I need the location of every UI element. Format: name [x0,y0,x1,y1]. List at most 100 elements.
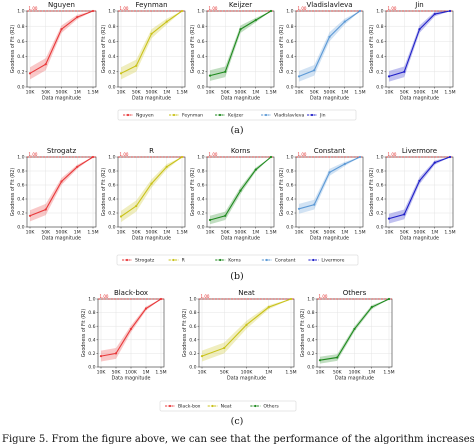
chart-strogatz: 1.00 0.0 0.2 0.4 0.6 0.8 1.0 10K 50K 500K 1M 1.5M St… [10,147,99,242]
legend-entry: Keijzer [228,113,243,119]
x-axis-label: Data magnitude [42,236,81,242]
data-point [318,359,322,362]
chart-title: Constant [314,147,346,155]
y-tick-label: 0.8 [197,169,204,175]
x-tick-label: 1.5M [354,230,365,236]
x-tick-label: 500K [56,230,69,236]
y-tick-label: 1.0 [88,297,95,303]
x-tick-label: 1.5M [354,90,365,96]
legend-box [159,400,297,412]
subfigure-label: (a) [230,125,243,136]
y-tick-label: 0.4 [197,197,204,203]
x-tick-label: 50K [400,90,410,96]
y-tick-label: 0.2 [286,69,293,75]
data-point [28,72,32,75]
x-tick-label: 1.5M [444,230,455,236]
legend-entry: Neat [221,404,232,410]
data-point [208,74,212,77]
data-point [448,155,452,159]
legend-marker [265,258,268,262]
data-point [224,70,227,73]
y-tick-label: 0.4 [286,54,293,60]
data-point [159,297,163,301]
x-tick-label: 1.5M [87,90,98,96]
chart-title: Others [343,289,367,297]
x-tick-label: 500K [414,90,427,96]
data-point [328,171,331,174]
y-tick-label: 1.0 [307,297,314,303]
reference-label: 1.00 [388,152,397,157]
reference-label: 1.00 [298,152,307,157]
x-tick-label: 10K [26,90,36,96]
y-tick-label: 0.8 [88,310,95,316]
x-tick-label: 1.5M [285,370,296,376]
x-tick-label: 1.5M [383,370,394,376]
y-tick-label: 0.8 [17,169,24,175]
x-tick-label: 1.5M [155,370,166,376]
reference-label: 1.00 [209,6,218,11]
confidence-band [202,299,291,362]
x-tick-label: 10K [206,230,216,236]
y-tick-label: 0.2 [286,211,293,217]
data-point [433,12,436,16]
legend-entry: Strogatz [135,258,155,264]
x-tick-label: 10K [117,90,127,96]
chart-feynman: 1.00 0.0 0.2 0.4 0.6 0.8 1.0 10K 50K 500K 1M 1.5M Fe… [101,1,188,102]
y-axis-label: Goodness of Fit (R2) [101,25,107,74]
data-point [289,297,293,301]
legend-marker [211,404,214,408]
y-tick-label: 1.0 [17,155,24,161]
y-tick-label: 0.4 [17,54,24,60]
y-axis-label: Goodness of Fit (R2) [10,168,16,217]
x-axis-label: Data magnitude [400,96,439,102]
x-axis-label: Data magnitude [227,376,266,382]
subfigure-label: (c) [231,416,244,427]
chart-title: Korns [231,147,251,155]
y-tick-label: 0.4 [307,337,314,343]
y-tick-label: 0.0 [108,85,115,91]
data-point [353,327,356,331]
x-tick-label: 50K [333,370,343,376]
y-tick-label: 0.4 [286,197,293,203]
y-tick-label: 0.8 [286,169,293,175]
legend-entry: Constant [275,258,296,264]
y-axis-label: Goodness of Fit (R2) [190,168,196,217]
x-tick-label: 50K [220,370,230,376]
y-tick-label: 0.8 [17,24,24,30]
data-point [343,162,346,166]
figure-caption: Figure 5. From the figure above, we can … [2,434,474,444]
data-point [44,63,47,66]
y-axis-label: Goodness of Fit (R2) [369,25,375,74]
data-point [99,355,103,358]
data-point [343,20,346,23]
x-tick-label: 50K [112,370,122,376]
y-axis-label: Goodness of Fit (R2) [182,309,188,358]
x-tick-label: 10K [117,230,127,236]
y-axis-label: Goodness of Fit (R2) [279,25,285,74]
y-tick-label: 0.8 [108,24,115,30]
legend-entry: Nguyen [136,113,154,119]
chart-title: Keijzer [229,1,252,9]
x-tick-label: 10K [295,230,305,236]
x-tick-label: 50K [41,230,51,236]
chart-livermore: 1.00 0.0 0.2 0.4 0.6 0.8 1.0 10K 50K 500K 1M 1.5M Li… [369,147,456,242]
y-tick-label: 0.0 [376,85,383,91]
y-axis-label: Goodness of Fit (R2) [81,309,87,358]
chart-constant: 1.00 0.0 0.2 0.4 0.6 0.8 1.0 10K 50K 500K 1M 1.5M Co… [279,147,366,242]
legend-marker [125,258,129,262]
data-point [297,75,301,78]
legend-entry: Others [263,404,279,410]
y-tick-label: 0.6 [17,183,24,189]
y-tick-label: 0.6 [197,39,204,45]
y-tick-label: 0.6 [189,324,196,330]
y-tick-label: 0.6 [286,183,293,189]
x-tick-label: 10K [385,230,395,236]
y-tick-label: 0.6 [376,39,383,45]
legend-marker [219,258,222,262]
data-point [150,32,153,35]
data-point [60,180,63,183]
y-tick-label: 0.2 [88,351,95,357]
data-point [223,346,226,350]
data-point [418,28,421,31]
